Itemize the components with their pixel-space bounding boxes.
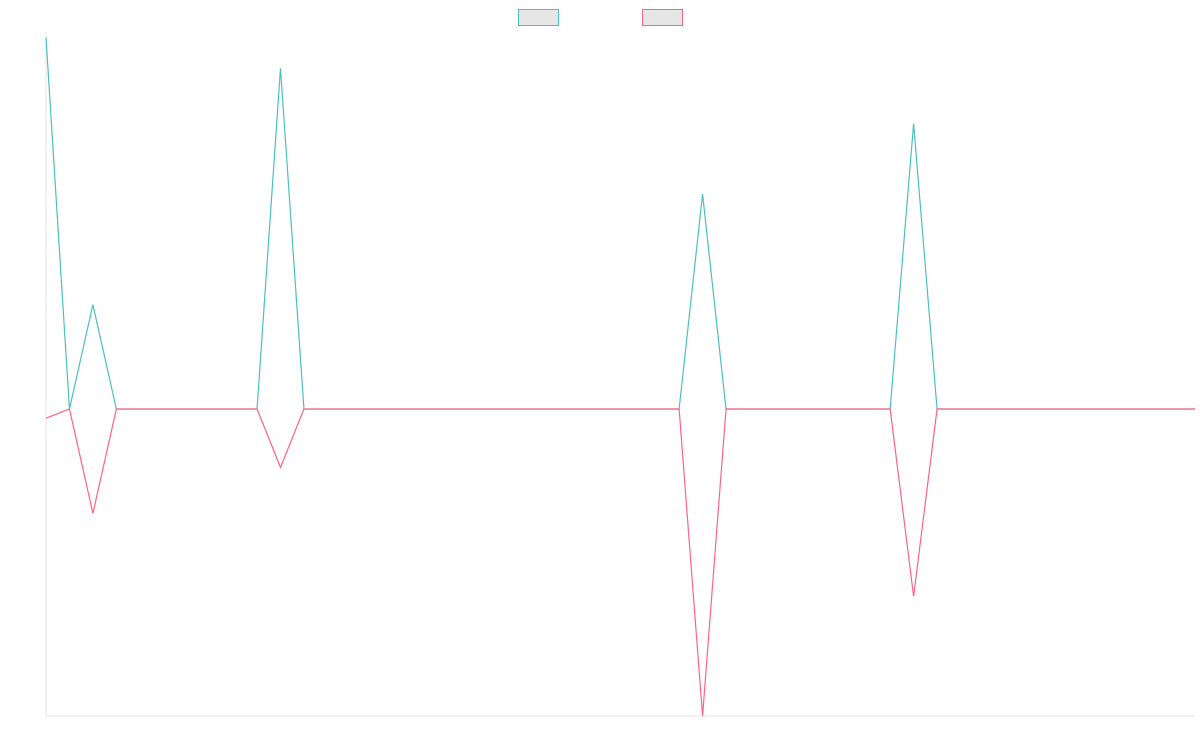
axes [45,32,1195,717]
series-line-1 [45,37,1195,410]
legend [518,9,683,26]
series-line-2 [45,408,1195,717]
legend-swatch-2 [642,9,683,26]
legend-swatch-1 [518,9,559,26]
series-layer [45,37,1195,717]
